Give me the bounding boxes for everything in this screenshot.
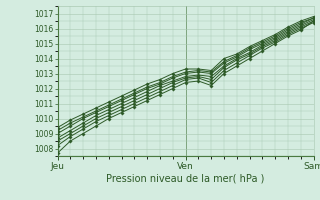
- X-axis label: Pression niveau de la mer( hPa ): Pression niveau de la mer( hPa ): [107, 173, 265, 183]
